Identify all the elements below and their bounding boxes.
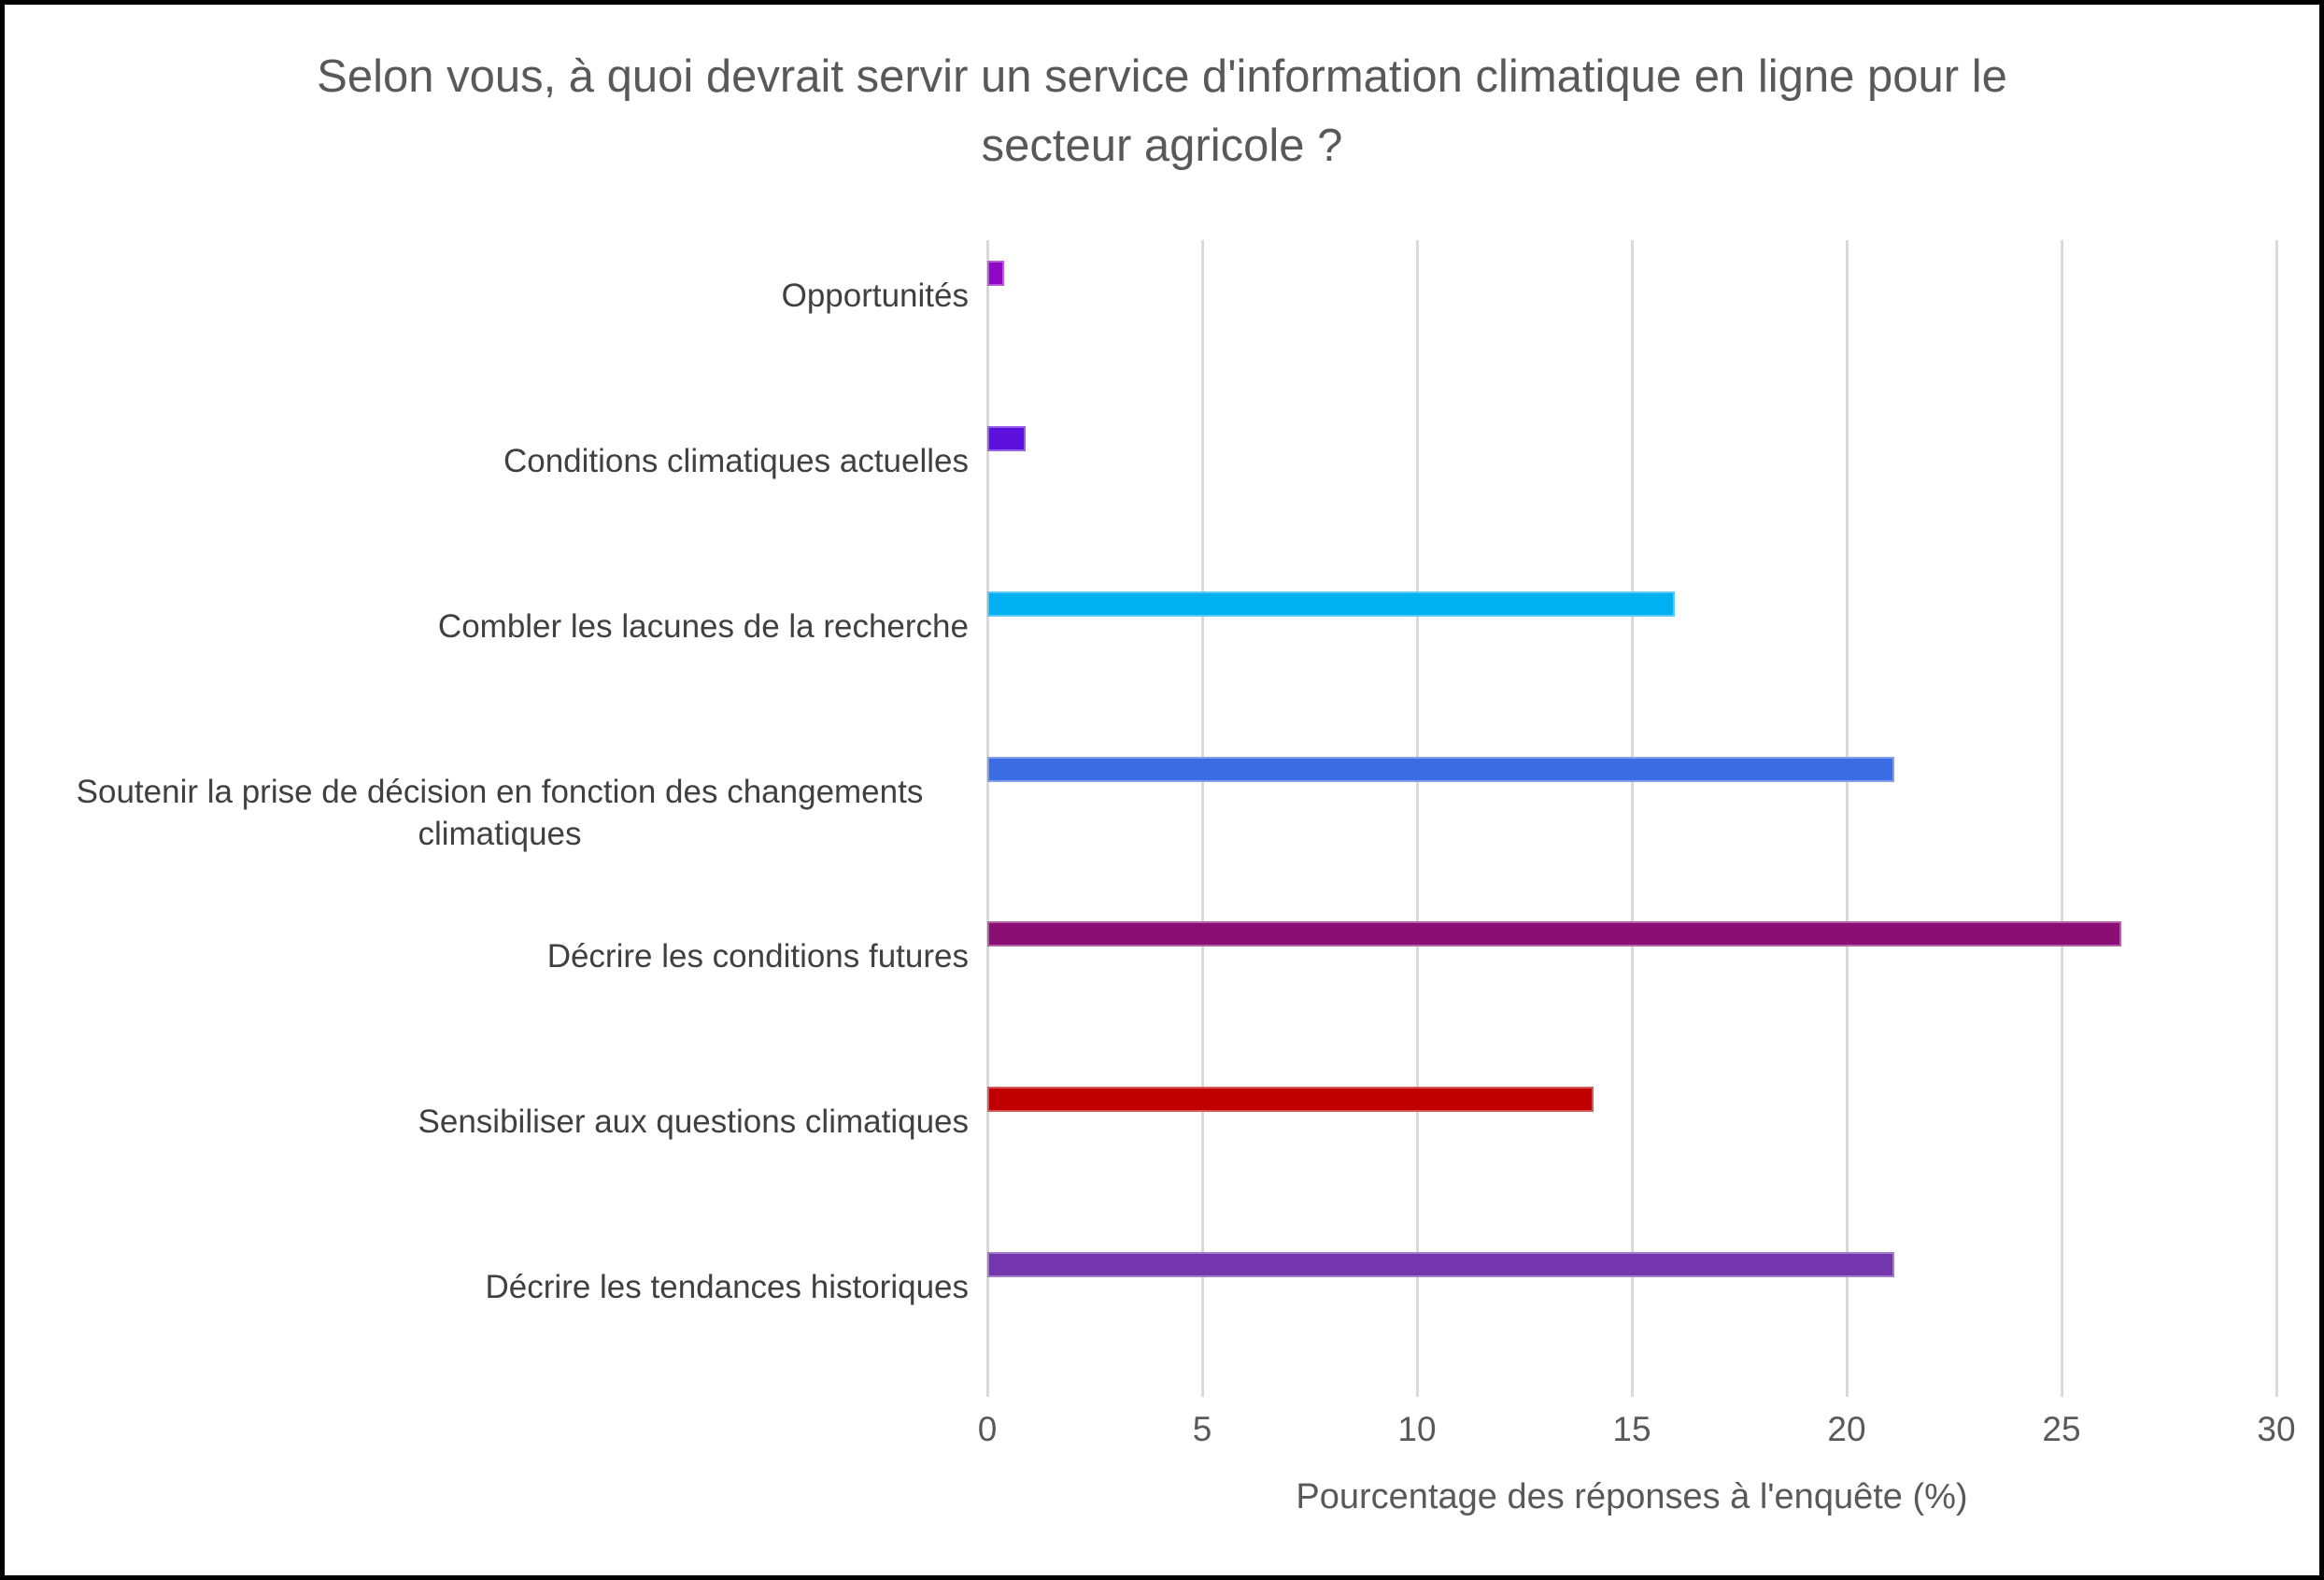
gridline (1415, 240, 1419, 1397)
category-label: Soutenir la prise de décision en fonctio… (76, 773, 924, 852)
category-label-row: Soutenir la prise de décision en fonctio… (31, 771, 969, 855)
bar (987, 1087, 1594, 1113)
bar (987, 756, 1894, 782)
gridline (2274, 240, 2278, 1397)
bar (987, 921, 2122, 947)
x-tick-label: 20 (1827, 1410, 1866, 1448)
gridline (2060, 240, 2063, 1397)
category-label-row: Combler les lacunes de la recherche (31, 605, 969, 648)
gridline (1630, 240, 1634, 1397)
x-tick-label: 25 (2042, 1410, 2081, 1448)
x-axis-ticks: 0 5 10 15 20 25 30 (5, 1410, 2319, 1457)
bar (987, 591, 1675, 617)
bar (987, 261, 1005, 286)
x-tick-label: 5 (1192, 1410, 1212, 1448)
x-axis-title: Pourcentage des réponses à l'enquête (%) (1296, 1477, 1968, 1516)
gridline (1845, 240, 1849, 1397)
category-label: Opportunités (781, 278, 969, 314)
gridline (1200, 240, 1204, 1397)
category-label-row: Décrire les conditions futures (31, 935, 969, 977)
gridline (985, 240, 989, 1397)
category-label: Conditions climatiques actuelles (503, 442, 969, 479)
chart-title: Selon vous, à quoi devrait servir un ser… (317, 51, 2007, 171)
plot-area (985, 240, 2278, 1397)
category-label-row: Opportunités (31, 275, 969, 317)
bar (987, 425, 1027, 451)
x-tick-label: 30 (2257, 1410, 2296, 1448)
category-label-row: Conditions climatiques actuelles (31, 440, 969, 482)
x-tick-label: 15 (1612, 1410, 1651, 1448)
category-label: Décrire les tendances historiques (485, 1269, 969, 1306)
x-tick-label: 0 (977, 1410, 998, 1448)
category-label-row: Sensibiliser aux questions climatiques (31, 1101, 969, 1143)
category-axis: Opportunités Conditions climatiques actue… (31, 240, 969, 1397)
category-label: Décrire les conditions futures (546, 938, 969, 975)
category-label-row: Décrire les tendances historiques (31, 1266, 969, 1308)
bar (987, 1252, 1894, 1278)
x-tick-label: 10 (1397, 1410, 1437, 1448)
category-label: Sensibiliser aux questions climatiques (418, 1103, 969, 1141)
category-label: Combler les lacunes de la recherche (437, 607, 969, 645)
